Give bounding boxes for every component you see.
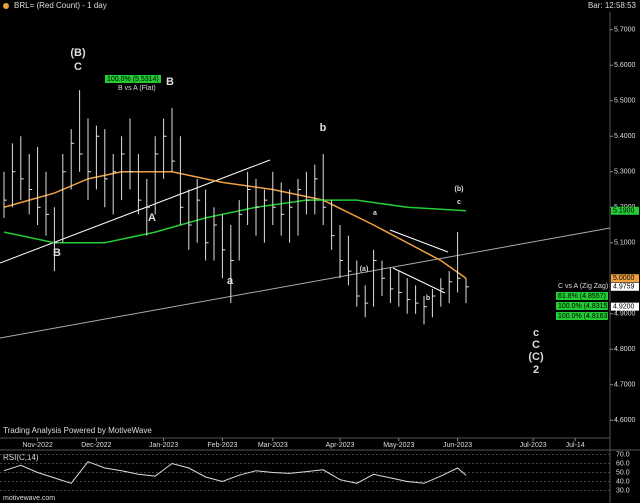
y-tick-label: 5.3000 [614, 169, 636, 176]
price-tag-label: 4.9759 [613, 284, 635, 291]
fib-box [556, 312, 608, 320]
price-tag-label: 4.9200 [613, 303, 635, 310]
fib-box [556, 292, 608, 300]
price-tag [611, 274, 639, 283]
rsi-title: RSI(C,14) [3, 453, 39, 462]
fib-box [556, 302, 608, 310]
x-tick-label: Jul-14 [566, 442, 585, 449]
wave-label: A [148, 212, 156, 224]
rsi-line [3, 461, 467, 484]
price-tag [611, 206, 639, 215]
x-tick-label: May-2023 [383, 442, 414, 449]
wave-label: B [53, 247, 61, 259]
wave-label: C [74, 61, 82, 73]
wave-label: c [457, 199, 461, 206]
wave-label: (C) [528, 351, 544, 363]
price-tag [611, 302, 639, 311]
channel-line [389, 229, 449, 253]
x-tick-label: Jun-2023 [443, 442, 472, 449]
rsi-tick-label: 70.0 [616, 451, 630, 458]
fib-level: 100.0% (4.8315) [558, 303, 610, 310]
site: motivewave.com [3, 495, 55, 502]
y-tick-label: 4.8000 [614, 346, 636, 353]
wave-label: c [533, 327, 539, 339]
y-tick-label: 4.7000 [614, 382, 636, 389]
y-tick-label: 4.9000 [614, 311, 636, 318]
y-tick-label: 4.6000 [614, 417, 636, 424]
fib-title: C vs A (Zig Zag) [558, 283, 608, 290]
wave-label: b [320, 122, 327, 134]
wave-label: 2 [533, 364, 539, 376]
wave-label: a [373, 210, 377, 217]
fib-level: 100.0% (4.8163) [558, 313, 610, 320]
x-tick-label: Nov-2022 [22, 442, 52, 449]
trendline [0, 227, 611, 339]
rsi-tick-label: 40.0 [616, 478, 630, 485]
bar-time: Bar: 12:58:53 [588, 1, 637, 10]
chart-title: BRL= (Red Count) - 1 day [14, 1, 107, 10]
credit: Trading Analysis Powered by MotiveWave [3, 426, 152, 435]
wave-label: (b) [455, 186, 464, 193]
y-tick-label: 5.4000 [614, 133, 636, 140]
fib-level: 100.0% (5.5314) [107, 76, 159, 83]
x-tick-label: Jan-2023 [149, 442, 178, 449]
wave-label: B [166, 76, 174, 88]
moving-average [3, 199, 467, 244]
wave-label: C [532, 339, 540, 351]
y-tick-label: 5.7000 [614, 27, 636, 34]
y-tick-label: 5.5000 [614, 98, 636, 105]
price-tag-label: 5.0000 [613, 275, 635, 282]
price-tag-label: 5.1900 [613, 208, 635, 215]
wave-label: b [426, 295, 430, 302]
x-tick-label: Jul-2023 [520, 442, 547, 449]
x-tick-label: Feb-2023 [207, 442, 237, 449]
fib-level: 61.8% (4.8557) [558, 293, 606, 300]
wave-label: (a) [360, 266, 369, 273]
fib-title: B vs A (Flat) [118, 85, 156, 92]
fib-box [105, 75, 161, 83]
rsi-tick-label: 60.0 [616, 460, 630, 467]
y-tick-label: 5.6000 [614, 62, 636, 69]
price-tag [611, 282, 639, 291]
x-tick-label: Dec-2022 [81, 442, 111, 449]
x-tick-label: Mar-2023 [258, 442, 288, 449]
rsi-tick-label: 30.0 [616, 487, 630, 494]
y-tick-label: 5.1000 [614, 240, 636, 247]
wave-label: (B) [70, 47, 86, 59]
symbol-dot [3, 3, 9, 9]
channel-line [392, 267, 446, 294]
rsi-tick-label: 50.0 [616, 469, 630, 476]
x-tick-label: Apr-2023 [326, 442, 355, 449]
trendline [0, 159, 271, 264]
